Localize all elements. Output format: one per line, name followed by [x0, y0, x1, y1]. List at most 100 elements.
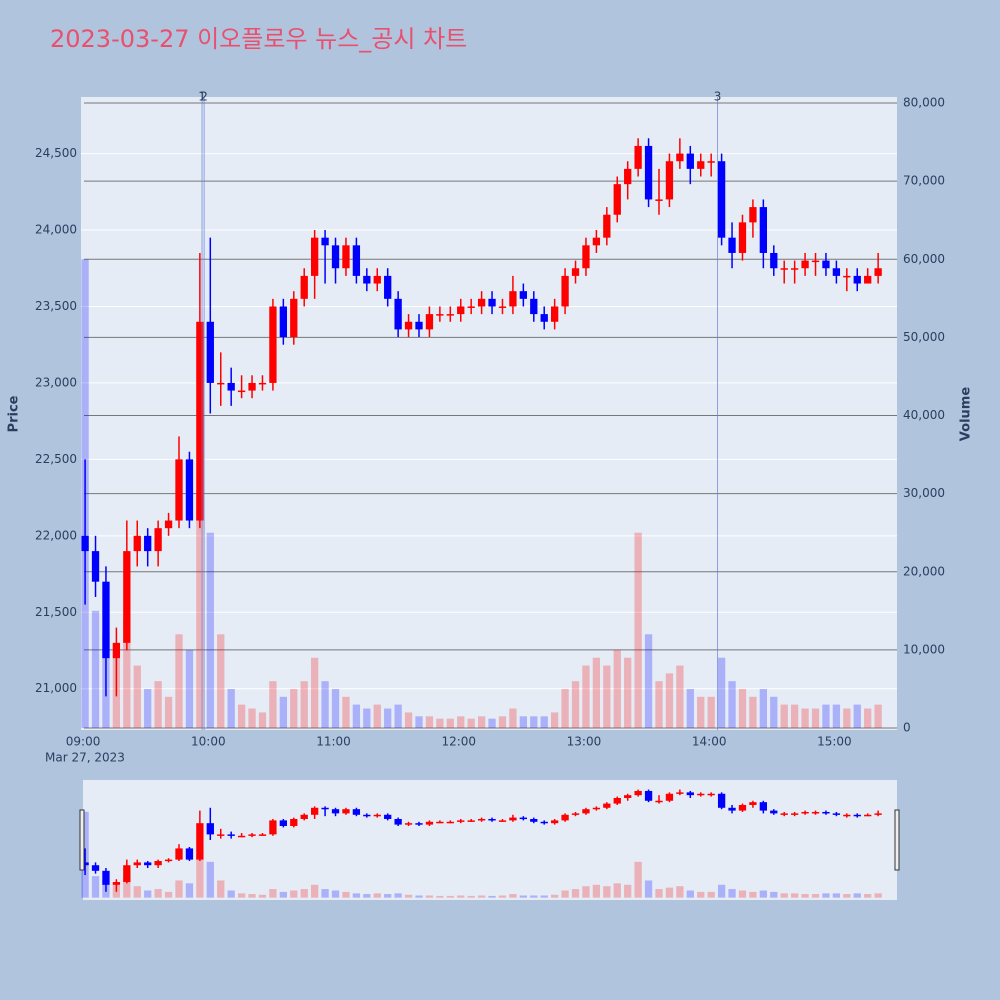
- candle-body: [133, 535, 141, 552]
- candle-body: [561, 814, 569, 821]
- y-tick-label: 24,000: [35, 223, 77, 237]
- candle-body: [780, 268, 788, 270]
- volume-bar: [342, 696, 350, 729]
- volume-bar: [154, 889, 162, 898]
- candle-body: [311, 807, 319, 815]
- candle-body: [91, 865, 100, 871]
- candle-body: [237, 390, 246, 393]
- volume-bar: [717, 657, 726, 729]
- candle-body: [874, 268, 882, 276]
- y2-tick-label: 50,000: [903, 330, 945, 344]
- candle-body: [467, 306, 475, 308]
- candle-body: [509, 817, 517, 821]
- candle-body: [425, 821, 434, 825]
- candle-body: [384, 275, 392, 299]
- volume-bar: [290, 688, 298, 729]
- candle-body: [561, 275, 569, 307]
- volume-bar: [707, 891, 715, 898]
- candle-body: [467, 820, 475, 822]
- volume-bar: [185, 649, 194, 729]
- candle-body: [352, 245, 361, 276]
- candle-body: [363, 275, 371, 284]
- volume-bar: [164, 696, 173, 729]
- volume-bar: [811, 894, 820, 898]
- range-slider[interactable]: [83, 780, 897, 900]
- candle-body: [665, 161, 674, 200]
- volume-bar: [853, 704, 861, 729]
- volume-bar: [185, 883, 194, 898]
- range-handle[interactable]: [894, 809, 900, 871]
- candle-body: [206, 321, 214, 383]
- candle-body: [269, 820, 277, 835]
- candle-body: [217, 382, 225, 385]
- candle-body: [227, 834, 235, 836]
- candle-body: [571, 813, 580, 815]
- candle-body: [655, 800, 663, 803]
- candle-body: [321, 807, 329, 810]
- candle-body: [436, 314, 444, 316]
- range-handle[interactable]: [79, 809, 85, 871]
- candle-body: [707, 793, 715, 796]
- candle-body: [874, 813, 882, 815]
- volume-bar: [300, 681, 308, 729]
- x-tick-label: 10:00: [191, 735, 226, 749]
- candle-body: [676, 153, 684, 162]
- volume-bar: [571, 681, 580, 729]
- volume-bar: [123, 618, 131, 729]
- volume-bar: [248, 708, 256, 729]
- volume-bar: [425, 716, 434, 729]
- candle-body: [749, 802, 757, 805]
- volume-bar: [144, 688, 152, 729]
- volume-bar: [227, 688, 235, 729]
- x-tick-label: 13:00: [567, 735, 602, 749]
- candle-body: [644, 145, 653, 200]
- volume-bar: [373, 893, 381, 898]
- y2-tick-label: 20,000: [903, 564, 945, 578]
- volume-bar: [217, 880, 225, 898]
- candle-body: [634, 145, 642, 169]
- candle-body: [258, 834, 267, 836]
- candle-body: [196, 823, 204, 860]
- volume-bar: [717, 884, 726, 898]
- candle-body: [331, 245, 340, 269]
- volume-bar: [217, 634, 225, 729]
- candle-body: [112, 882, 121, 885]
- volume-bar: [477, 716, 486, 729]
- volume-bar: [644, 880, 653, 898]
- candle-body: [686, 153, 694, 169]
- candle-body: [749, 207, 757, 223]
- candle-body: [300, 814, 308, 819]
- volume-bar: [269, 681, 277, 729]
- volume-bar: [248, 894, 256, 898]
- candle-body: [81, 862, 89, 866]
- candle-body: [644, 790, 653, 801]
- volume-bar: [457, 895, 465, 898]
- candle-body: [791, 268, 799, 270]
- volume-bar: [467, 895, 475, 898]
- volume-bar: [206, 532, 214, 729]
- candle-body: [248, 834, 256, 836]
- volume-bar: [519, 895, 527, 898]
- volume-bar: [133, 886, 141, 898]
- candle-body: [853, 814, 861, 817]
- candle-body: [801, 260, 809, 269]
- candle-body: [759, 207, 767, 253]
- y-tick-label: 23,000: [35, 375, 77, 389]
- candle-body: [738, 222, 747, 253]
- candle-body: [811, 811, 820, 814]
- candle-body: [144, 535, 152, 552]
- candle-body: [676, 792, 684, 794]
- candle-body: [91, 551, 100, 582]
- news-marker-label: 1: [198, 90, 206, 104]
- volume-bar: [154, 681, 162, 729]
- candle-body: [530, 818, 538, 822]
- volume-bar: [644, 634, 653, 729]
- y-tick-label: 23,500: [35, 299, 77, 313]
- y-tick-label: 24,500: [35, 146, 77, 160]
- volume-bar: [175, 880, 183, 898]
- candle-body: [571, 268, 580, 276]
- candle-body: [154, 528, 162, 552]
- volume-bar: [853, 893, 861, 898]
- volume-bar: [843, 708, 851, 729]
